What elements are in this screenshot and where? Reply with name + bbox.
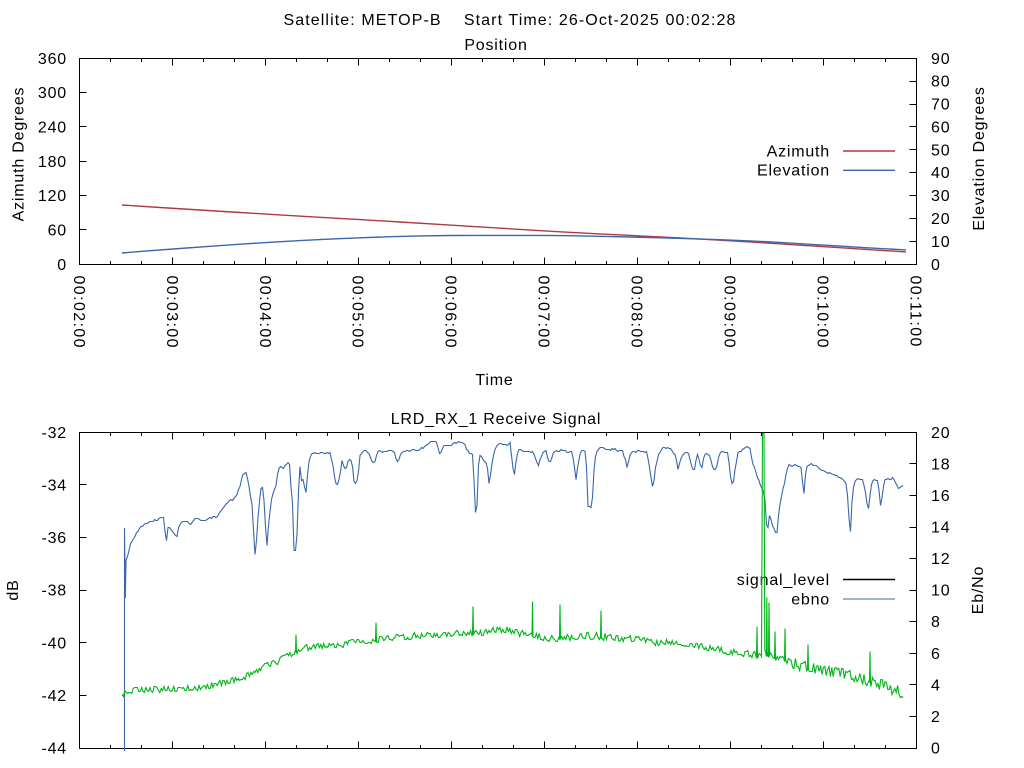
svg-text:Position: Position <box>464 37 527 54</box>
svg-text:signal_level: signal_level <box>737 572 830 589</box>
svg-text:180: 180 <box>38 154 67 171</box>
svg-text:dB: dB <box>5 579 22 600</box>
svg-text:16: 16 <box>931 488 950 505</box>
svg-text:00:11:00: 00:11:00 <box>906 276 923 348</box>
svg-text:00:02:00: 00:02:00 <box>70 276 87 349</box>
svg-text:120: 120 <box>38 188 67 205</box>
svg-text:90: 90 <box>931 51 950 68</box>
svg-text:10: 10 <box>931 583 950 600</box>
svg-text:Time: Time <box>475 372 513 389</box>
svg-text:ebno: ebno <box>791 592 830 609</box>
svg-text:-40: -40 <box>41 635 67 652</box>
svg-text:80: 80 <box>931 74 950 91</box>
svg-text:00:05:00: 00:05:00 <box>349 276 366 349</box>
svg-text:8: 8 <box>931 614 941 631</box>
svg-text:20: 20 <box>931 425 950 442</box>
svg-text:00:03:00: 00:03:00 <box>163 276 180 349</box>
svg-text:Satellite: METOP-B Start Ti: Satellite: METOP-B Start Time: 26-Oct-20… <box>283 12 736 29</box>
svg-text:00:07:00: 00:07:00 <box>535 276 552 349</box>
svg-text:00:08:00: 00:08:00 <box>628 276 645 349</box>
svg-text:4: 4 <box>931 677 941 694</box>
svg-text:30: 30 <box>931 188 950 205</box>
svg-text:0: 0 <box>57 257 67 274</box>
svg-text:0: 0 <box>931 257 941 274</box>
svg-text:40: 40 <box>931 165 950 182</box>
svg-text:14: 14 <box>931 520 950 537</box>
svg-text:-32: -32 <box>41 425 67 442</box>
svg-text:50: 50 <box>931 142 950 159</box>
svg-text:-42: -42 <box>41 688 67 705</box>
svg-text:10: 10 <box>931 234 950 251</box>
svg-text:Azimuth Degrees: Azimuth Degrees <box>11 87 28 222</box>
svg-text:-34: -34 <box>41 477 67 494</box>
svg-text:Eb/No: Eb/No <box>970 566 987 614</box>
svg-text:360: 360 <box>38 51 67 68</box>
svg-text:Elevation Degrees: Elevation Degrees <box>971 86 988 230</box>
svg-text:70: 70 <box>931 97 950 114</box>
svg-text:-36: -36 <box>41 530 67 547</box>
svg-text:60: 60 <box>48 223 67 240</box>
svg-text:-44: -44 <box>41 741 67 758</box>
svg-text:Elevation: Elevation <box>757 163 830 180</box>
svg-text:00:09:00: 00:09:00 <box>721 276 738 349</box>
svg-text:LRD_RX_1 Receive Signal: LRD_RX_1 Receive Signal <box>391 411 602 428</box>
svg-text:60: 60 <box>931 120 950 137</box>
svg-text:00:04:00: 00:04:00 <box>256 276 273 349</box>
svg-text:0: 0 <box>931 741 941 758</box>
svg-text:6: 6 <box>931 646 941 663</box>
svg-text:2: 2 <box>931 709 941 726</box>
svg-text:240: 240 <box>38 120 67 137</box>
svg-text:18: 18 <box>931 456 950 473</box>
svg-text:00:10:00: 00:10:00 <box>814 276 831 349</box>
svg-text:300: 300 <box>38 85 67 102</box>
svg-text:00:06:00: 00:06:00 <box>442 276 459 349</box>
svg-text:12: 12 <box>931 551 950 568</box>
svg-text:20: 20 <box>931 211 950 228</box>
svg-text:Azimuth: Azimuth <box>767 144 830 161</box>
svg-text:-38: -38 <box>41 583 67 600</box>
